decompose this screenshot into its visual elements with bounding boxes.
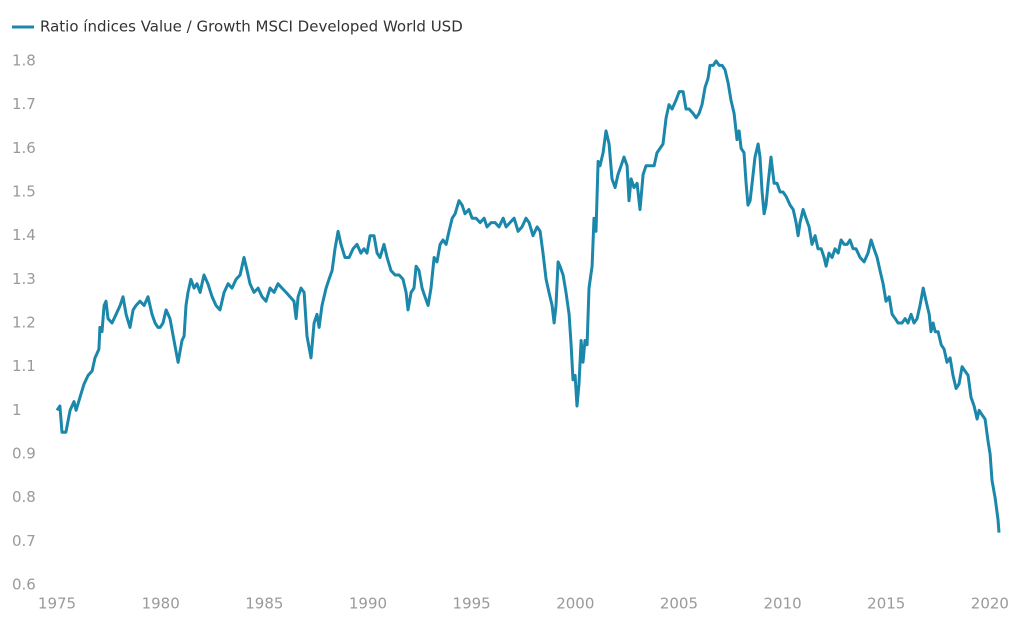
y-tick-label: 1.5 (12, 183, 36, 201)
x-tick-label: 2010 (764, 595, 802, 613)
y-tick-label: 1.7 (12, 95, 36, 113)
y-tick-label: 0.9 (12, 445, 36, 463)
y-tick-label: 1 (12, 401, 22, 419)
x-tick-label: 1995 (453, 595, 491, 613)
y-tick-label: 1.4 (12, 226, 36, 244)
y-tick-label: 1.3 (12, 270, 36, 288)
y-tick-label: 1.2 (12, 314, 36, 332)
x-tick-label: 1985 (245, 595, 283, 613)
legend-label: Ratio índices Value / Growth MSCI Develo… (40, 18, 463, 36)
y-tick-label: 1.6 (12, 139, 36, 157)
y-tick-label: 0.8 (12, 488, 36, 506)
x-tick-label: 1975 (38, 595, 76, 613)
x-tick-label: 2000 (556, 595, 594, 613)
y-tick-label: 1.1 (12, 357, 36, 375)
y-tick-label: 0.7 (12, 532, 36, 550)
data-line (55, 59, 1001, 533)
x-tick-label: 1980 (142, 595, 180, 613)
x-tick-label: 2015 (867, 595, 905, 613)
x-tick-label: 2020 (971, 595, 1009, 613)
y-tick-label: 0.6 (12, 576, 36, 594)
y-tick-label: 1.8 (12, 52, 36, 70)
x-tick-label: 2005 (660, 595, 698, 613)
x-tick-label: 1990 (349, 595, 387, 613)
